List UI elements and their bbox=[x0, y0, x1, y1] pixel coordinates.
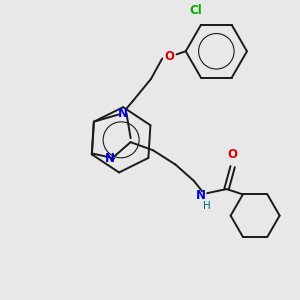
Text: N: N bbox=[117, 107, 128, 120]
Text: N: N bbox=[105, 152, 115, 165]
Text: Cl: Cl bbox=[190, 4, 202, 16]
Text: O: O bbox=[164, 50, 174, 63]
Text: O: O bbox=[228, 148, 238, 160]
Text: H: H bbox=[203, 201, 211, 211]
Text: N: N bbox=[196, 189, 206, 202]
